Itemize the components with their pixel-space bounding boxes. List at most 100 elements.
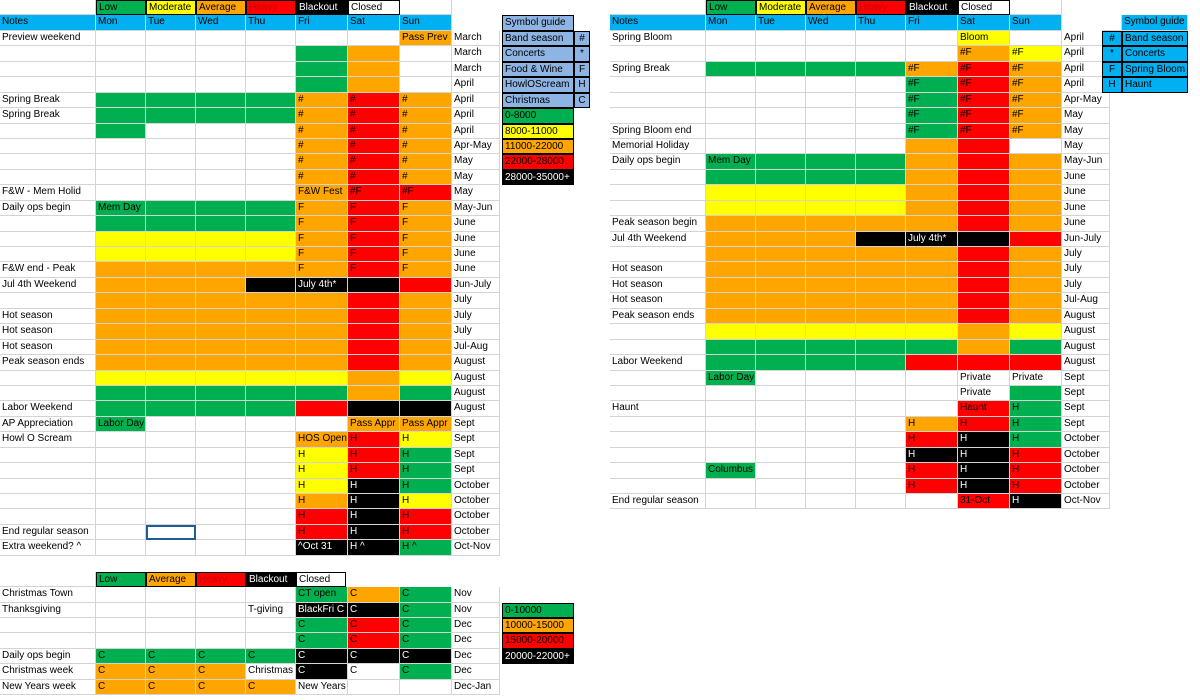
- row-month[interactable]: June: [452, 262, 500, 278]
- day-cell[interactable]: [958, 324, 1010, 340]
- day-cell[interactable]: [906, 494, 958, 510]
- day-cell[interactable]: [756, 46, 806, 62]
- row-note[interactable]: [0, 77, 96, 93]
- row-month[interactable]: June: [1062, 200, 1110, 217]
- legend-header-cell[interactable]: Closed: [958, 0, 1010, 16]
- xmas-legend-cell[interactable]: Low: [96, 571, 146, 588]
- day-cell[interactable]: [196, 587, 246, 603]
- day-cell[interactable]: [96, 231, 146, 247]
- symbol-guide-label[interactable]: Spring Bloom: [1122, 61, 1188, 78]
- day-cell[interactable]: [96, 77, 146, 93]
- day-cell[interactable]: [906, 339, 958, 356]
- day-cell[interactable]: #F: [906, 77, 958, 93]
- row-month[interactable]: May: [1062, 123, 1110, 139]
- day-cell[interactable]: [856, 200, 906, 217]
- symbol-guide-symbol[interactable]: *: [574, 46, 590, 62]
- day-cell[interactable]: [146, 509, 196, 525]
- row-note[interactable]: Spring Bloom end: [610, 123, 706, 139]
- day-cell[interactable]: [296, 339, 348, 356]
- day-cell[interactable]: [906, 370, 958, 386]
- day-cell[interactable]: C: [246, 679, 296, 696]
- legend-header-cell[interactable]: Heavy: [246, 0, 296, 16]
- day-cell[interactable]: [96, 587, 146, 603]
- day-cell[interactable]: [146, 216, 196, 232]
- day-cell[interactable]: [400, 401, 452, 417]
- day-cell[interactable]: [856, 463, 906, 479]
- day-cell[interactable]: [400, 61, 452, 78]
- day-cell[interactable]: [146, 138, 196, 155]
- day-cell[interactable]: [806, 231, 856, 247]
- crowd-legend-cell[interactable]: 11000-22000: [502, 139, 574, 155]
- day-header-cell[interactable]: Mon: [96, 15, 146, 31]
- xmas-legend-cell[interactable]: Blackout: [246, 571, 296, 588]
- day-cell[interactable]: [146, 61, 196, 78]
- row-note[interactable]: Preview weekend: [0, 30, 96, 47]
- day-cell[interactable]: [806, 77, 856, 93]
- day-cell[interactable]: [856, 262, 906, 278]
- day-cell[interactable]: #: [296, 108, 348, 124]
- row-note[interactable]: Daily ops begin: [610, 154, 706, 170]
- day-cell[interactable]: New Years: [296, 679, 348, 696]
- day-cell[interactable]: [756, 138, 806, 155]
- row-month[interactable]: July: [1062, 262, 1110, 278]
- day-cell[interactable]: [96, 602, 146, 618]
- day-cell[interactable]: [856, 61, 906, 78]
- day-cell[interactable]: [806, 432, 856, 448]
- day-cell[interactable]: H: [348, 447, 400, 464]
- day-cell[interactable]: Haunt: [958, 401, 1010, 417]
- day-cell[interactable]: [806, 200, 856, 217]
- row-note[interactable]: Thanksgiving: [0, 602, 96, 618]
- day-cell[interactable]: H: [958, 463, 1010, 479]
- day-cell[interactable]: [756, 77, 806, 93]
- day-cell[interactable]: [1010, 247, 1062, 263]
- day-cell[interactable]: [246, 30, 296, 47]
- day-cell[interactable]: [706, 108, 756, 124]
- day-cell[interactable]: Christmas: [246, 664, 296, 680]
- row-month[interactable]: April: [452, 108, 500, 124]
- day-cell[interactable]: [400, 355, 452, 371]
- day-cell[interactable]: H: [1010, 494, 1062, 510]
- row-month[interactable]: June: [1062, 169, 1110, 186]
- row-note[interactable]: New Years week: [0, 679, 96, 696]
- day-cell[interactable]: [400, 77, 452, 93]
- day-cell[interactable]: [196, 540, 246, 556]
- day-cell[interactable]: #F: [1010, 92, 1062, 109]
- symbol-guide-label[interactable]: Concerts: [1122, 46, 1188, 62]
- day-cell[interactable]: #F: [906, 61, 958, 78]
- day-cell[interactable]: [856, 77, 906, 93]
- crowd-legend-cell[interactable]: 22000-28000: [502, 154, 574, 170]
- xmas-legend-cell[interactable]: Heavy: [196, 571, 246, 588]
- symbol-guide-title[interactable]: Symbol guide: [502, 15, 574, 31]
- legend-header-cell[interactable]: Blackout: [906, 0, 958, 16]
- row-month[interactable]: Sept: [452, 463, 500, 479]
- day-cell[interactable]: #F: [906, 108, 958, 124]
- day-cell[interactable]: #: [348, 123, 400, 139]
- day-cell[interactable]: [756, 478, 806, 494]
- day-cell[interactable]: [706, 262, 756, 278]
- day-cell[interactable]: #F: [958, 123, 1010, 139]
- day-cell[interactable]: [706, 77, 756, 93]
- day-cell[interactable]: [348, 30, 400, 47]
- day-cell[interactable]: [246, 432, 296, 448]
- day-cell[interactable]: [1010, 200, 1062, 217]
- day-cell[interactable]: [246, 540, 296, 556]
- legend-header-cell[interactable]: Average: [196, 0, 246, 16]
- day-cell[interactable]: F: [296, 216, 348, 232]
- day-cell[interactable]: [196, 416, 246, 433]
- day-header-cell[interactable]: Sun: [1010, 15, 1062, 31]
- day-cell[interactable]: F: [400, 216, 452, 232]
- day-cell[interactable]: [1010, 293, 1062, 309]
- day-cell[interactable]: [706, 355, 756, 371]
- row-month[interactable]: July: [452, 324, 500, 340]
- day-cell[interactable]: [1010, 30, 1062, 47]
- row-month[interactable]: August: [452, 370, 500, 386]
- day-cell[interactable]: [756, 277, 806, 294]
- symbol-guide-title[interactable]: Symbol guide: [1122, 15, 1188, 31]
- day-cell[interactable]: #F: [1010, 123, 1062, 139]
- day-cell[interactable]: C: [96, 648, 146, 665]
- day-cell[interactable]: [96, 185, 146, 201]
- symbol-guide-label[interactable]: Haunt: [1122, 77, 1188, 93]
- day-cell[interactable]: [196, 200, 246, 217]
- day-cell[interactable]: C: [296, 633, 348, 649]
- day-cell[interactable]: Private: [958, 370, 1010, 386]
